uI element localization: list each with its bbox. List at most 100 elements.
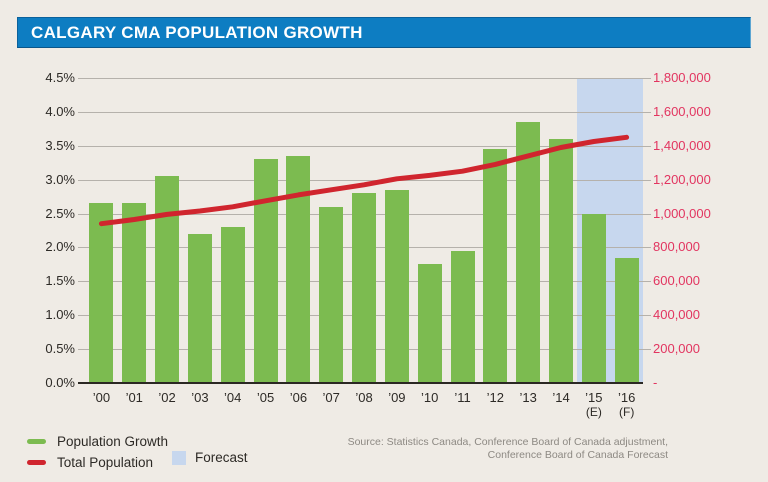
- plot-area: [78, 78, 651, 384]
- x-label-suffix: [479, 405, 512, 420]
- growth-bar-’04: [220, 227, 245, 383]
- x-label-year: ’02: [158, 390, 176, 405]
- x-label-’11: ’11: [446, 390, 479, 420]
- legend: Population Growth Total Population: [27, 433, 168, 475]
- source-line-2: Conference Board of Canada Forecast: [487, 449, 668, 461]
- green-bar-swatch-icon: [27, 439, 46, 444]
- x-label-’08: ’08: [348, 390, 381, 420]
- right-axis: 1,800,000 1,600,000 1,400,000 1,200,000 1,00…: [653, 70, 763, 390]
- x-label-suffix: [315, 405, 348, 420]
- bar-slot-’15: [577, 78, 610, 383]
- bar-slot-’11: [446, 78, 479, 383]
- right-axis-tick: 200,000: [653, 341, 700, 357]
- gridline: [78, 78, 651, 79]
- bars-layer: [85, 78, 643, 383]
- left-axis-tick: 2.0%: [45, 239, 75, 255]
- red-line-swatch-icon: [27, 460, 46, 465]
- bar-slot-’01: [118, 78, 151, 383]
- bar-slot-’10: [413, 78, 446, 383]
- x-label-suffix: [183, 405, 216, 420]
- x-label-suffix: [118, 405, 151, 420]
- legend-label-forecast: Forecast: [195, 450, 248, 465]
- growth-bar-’14: [549, 139, 573, 383]
- x-label-suffix: [151, 405, 184, 420]
- left-axis-tick: 1.0%: [45, 307, 75, 323]
- x-label-year: ’10: [421, 390, 439, 405]
- population-line-layer: [98, 134, 630, 227]
- x-label-year: ’05: [256, 390, 275, 405]
- x-label-year: ’12: [486, 390, 505, 405]
- x-label-suffix: [85, 405, 118, 420]
- x-axis-line: [78, 382, 643, 384]
- x-label-year: ’07: [322, 390, 340, 405]
- left-axis-tick: 4.5%: [45, 70, 75, 85]
- x-label-suffix: [545, 405, 578, 420]
- growth-bar-’09: [384, 189, 409, 383]
- x-label-’09: ’09: [380, 390, 413, 420]
- x-label-’14: ’14: [545, 390, 578, 420]
- right-axis-tick: -: [653, 375, 658, 390]
- x-label-year: ’04: [224, 390, 242, 405]
- growth-bar-’15: [581, 213, 606, 383]
- growth-bar-’03: [187, 233, 212, 383]
- x-label-year: ’01: [125, 390, 143, 405]
- x-label-’04: ’04: [216, 390, 249, 420]
- bar-slot-’03: [183, 78, 216, 383]
- legend-item-total-population: Total Population: [27, 454, 168, 471]
- left-axis: 4.5% 4.0% 3.5% 3.0% 2.5% 2.0% 1.5% 1.0% 0.5% 0.0%: [0, 70, 75, 390]
- left-axis-tick: 3.5%: [45, 137, 75, 153]
- x-label-’13: ’13: [512, 390, 545, 420]
- x-label-’00: ’00: [85, 390, 118, 420]
- growth-bar-’13: [516, 122, 541, 383]
- bar-slot-’04: [216, 78, 249, 383]
- x-label-’07: ’07: [315, 390, 348, 420]
- x-label-year: ’14: [552, 390, 570, 405]
- left-axis-tick: 3.0%: [45, 171, 75, 187]
- bar-slot-’14: [545, 78, 578, 383]
- bar-slot-’06: [282, 78, 315, 383]
- right-axis-tick: 1,800,000: [653, 70, 711, 85]
- legend-item-population-growth: Population Growth: [27, 433, 168, 450]
- growth-bar-’10: [417, 264, 442, 383]
- right-axis-tick: 1,200,000: [653, 171, 711, 187]
- growth-bar-’07: [319, 206, 344, 383]
- right-axis-tick: 1,000,000: [653, 205, 711, 221]
- total-population-line: [98, 134, 630, 227]
- growth-bar-’06: [286, 155, 311, 383]
- source-note: Source: Statistics Canada, Conference Bo…: [248, 436, 668, 462]
- x-label-year: ’16: [617, 390, 636, 405]
- left-axis-tick: 1.5%: [45, 273, 75, 289]
- growth-bar-’05: [253, 159, 278, 383]
- x-label-’05: ’05: [249, 390, 282, 420]
- x-label-suffix: [216, 405, 249, 420]
- x-label-year: ’00: [92, 390, 111, 405]
- x-label-suffix: (E): [585, 405, 602, 419]
- x-label-year: ’15: [585, 390, 603, 405]
- x-label-suffix: [282, 405, 315, 420]
- right-axis-tick: 1,600,000: [653, 103, 711, 119]
- x-label-’02: ’02: [151, 390, 184, 420]
- x-label-year: ’06: [289, 390, 308, 405]
- x-label-suffix: [413, 405, 446, 420]
- gridline: [78, 111, 651, 113]
- bar-slot-’16: [610, 78, 643, 383]
- title-bar: CALGARY CMA POPULATION GROWTH: [17, 17, 751, 48]
- x-label-year: ’08: [355, 390, 373, 405]
- x-label-year: ’13: [519, 390, 537, 405]
- x-label-’10: ’10: [413, 390, 446, 420]
- right-axis-tick: 1,400,000: [653, 137, 711, 153]
- x-label-suffix: (F): [619, 405, 635, 419]
- growth-bar-’16: [614, 257, 639, 383]
- growth-bar-’01: [122, 203, 147, 383]
- x-label-suffix: [249, 405, 282, 420]
- right-axis-tick: 800,000: [653, 239, 700, 255]
- right-axis-tick: 400,000: [653, 307, 700, 323]
- bar-slot-’05: [249, 78, 282, 383]
- growth-bar-’11: [450, 250, 475, 383]
- x-label-’12: ’12: [479, 390, 512, 420]
- bar-slot-’02: [151, 78, 184, 383]
- legend-label-total-population: Total Population: [57, 455, 154, 470]
- x-label-’01: ’01: [118, 390, 151, 420]
- x-label-suffix: [348, 405, 381, 420]
- x-label-suffix: [512, 405, 545, 420]
